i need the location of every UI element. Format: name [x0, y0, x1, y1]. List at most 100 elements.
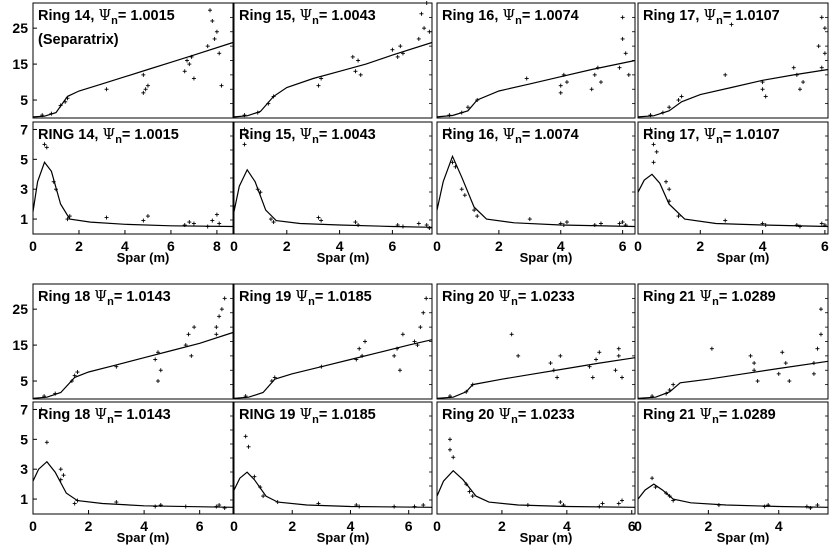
- data-point: [791, 65, 796, 70]
- data-point: [158, 368, 163, 373]
- data-point: [214, 29, 219, 34]
- data-point: [187, 62, 192, 67]
- x-tick-label: 0: [29, 238, 37, 254]
- data-point: [783, 361, 788, 366]
- fit-curve: [233, 471, 433, 508]
- data-point: [145, 83, 150, 88]
- data-point: [189, 54, 194, 59]
- x-tick-label: 0: [29, 518, 37, 534]
- data-point: [271, 220, 276, 225]
- x-tick-label: 4: [557, 238, 565, 254]
- panel-r18t: 5 15 25 Ring 18 Ψn= 1.0143: [12, 283, 234, 400]
- data-point: [143, 87, 148, 92]
- data-point: [755, 379, 760, 384]
- data-point: [69, 379, 74, 384]
- panel-r14t: 5 15 25 Ring 14, Ψn= 1.0015 (Separatrix): [12, 2, 234, 119]
- x-tick-label: 0: [634, 518, 642, 534]
- data-point: [219, 83, 224, 88]
- fit-curve: [436, 154, 636, 228]
- panel-r17b: 0 2 4 6 Spar (m) Ring 17, Ψn= 1.0107: [634, 121, 829, 265]
- data-point: [598, 221, 603, 226]
- data-point: [275, 500, 280, 505]
- data-point: [752, 361, 757, 366]
- data-point: [818, 307, 823, 312]
- data-point: [555, 375, 560, 380]
- panel-title: Ring 19 Ψn= 1.0185: [239, 289, 372, 308]
- x-tick-label: 4: [759, 238, 767, 254]
- data-point: [186, 332, 191, 337]
- data-point: [561, 503, 566, 508]
- data-point: [748, 353, 753, 358]
- y-tick-label: 5: [20, 151, 28, 167]
- data-point: [660, 110, 665, 115]
- data-point: [419, 11, 424, 16]
- x-tick-label: 2: [704, 518, 712, 534]
- data-point: [354, 357, 359, 362]
- panel-title: Ring 14, Ψn= 1.0015: [38, 8, 175, 27]
- x-tick-label: 6: [167, 238, 175, 254]
- data-point: [804, 504, 809, 509]
- y-tick-label: 7: [20, 401, 28, 417]
- panel-r15b: 0 2 4 6 Spar (m) Ring 15, Ψn= 1.0043: [230, 121, 433, 265]
- x-tick-label: 6: [619, 238, 627, 254]
- data-point: [671, 382, 676, 387]
- panel-title: Ring 20 Ψn= 1.0233: [442, 289, 575, 308]
- fit-curve: [637, 360, 829, 399]
- data-point: [594, 357, 599, 362]
- data-point: [620, 375, 625, 380]
- data-point: [470, 494, 475, 499]
- data-point: [620, 36, 625, 41]
- data-point: [217, 51, 222, 56]
- data-point: [395, 223, 400, 228]
- panel-title: RING 19 Ψn= 1.0185: [239, 407, 376, 426]
- separatrix-note: (Separatrix): [38, 32, 119, 48]
- data-point: [360, 353, 365, 358]
- data-point: [271, 94, 276, 99]
- data-point: [664, 391, 669, 396]
- data-point: [156, 379, 160, 384]
- data-point: [205, 224, 210, 229]
- data-point: [723, 218, 728, 223]
- data-point: [667, 199, 672, 204]
- data-point: [558, 90, 563, 95]
- data-point: [600, 501, 605, 506]
- fit-curve: [637, 68, 829, 118]
- data-point: [210, 18, 215, 23]
- x-tick-label: 0: [230, 518, 238, 534]
- data-point: [141, 72, 146, 77]
- x-tick-label: 4: [336, 238, 344, 254]
- data-point: [217, 221, 222, 226]
- data-point: [776, 371, 781, 376]
- panel-title: Ring 17, Ψn= 1.0107: [643, 8, 780, 27]
- data-point: [561, 72, 566, 77]
- data-point: [219, 307, 224, 312]
- data-point: [760, 80, 765, 85]
- x-axis-label: Spar (m): [520, 530, 573, 545]
- data-point: [822, 223, 827, 228]
- data-point: [258, 485, 263, 490]
- data-point: [246, 444, 251, 449]
- data-point: [185, 58, 190, 63]
- data-point: [65, 217, 70, 222]
- data-point: [242, 127, 247, 132]
- data-point: [39, 407, 44, 412]
- data-point: [319, 364, 324, 369]
- data-point: [709, 346, 714, 351]
- data-point: [421, 503, 426, 508]
- data-point: [592, 72, 597, 77]
- data-point: [676, 98, 681, 103]
- data-point: [626, 72, 631, 77]
- y-tick-label: 5: [20, 431, 28, 447]
- data-point: [760, 221, 765, 226]
- data-point: [819, 15, 824, 20]
- data-point: [214, 212, 219, 217]
- data-point: [819, 221, 824, 226]
- x-axis-label: Spar (m): [117, 250, 170, 265]
- data-point: [558, 221, 563, 226]
- data-point: [816, 44, 821, 49]
- y-tick-label: 1: [20, 211, 28, 227]
- y-tick-label: 5: [20, 373, 28, 389]
- data-point: [183, 504, 188, 509]
- data-point: [648, 127, 653, 132]
- data-point: [462, 193, 467, 198]
